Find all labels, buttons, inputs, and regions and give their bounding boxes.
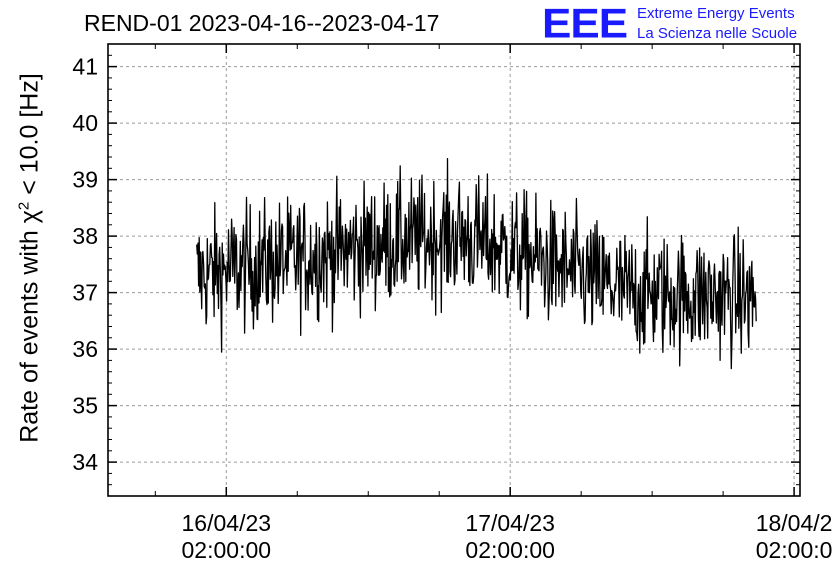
- y-axis-label: Rate of events with χ2 < 10.0 [Hz]: [15, 73, 44, 443]
- x-tick-date-2: 18/04/2: [756, 510, 833, 536]
- y-axis-label-chi: χ: [15, 210, 44, 224]
- rate-series-line: [196, 157, 757, 370]
- y-tick-label-38: 38: [72, 223, 98, 249]
- chart-title: REND-01 2023-04-16--2023-04-17: [84, 10, 440, 36]
- y-tick-label-34: 34: [72, 449, 98, 475]
- eee-logo: EEE: [542, 0, 628, 47]
- y-axis-label-pre: Rate of events with: [15, 223, 44, 443]
- y-tick-label-36: 36: [72, 336, 98, 362]
- y-tick-label-39: 39: [72, 167, 98, 193]
- x-tick-date-0: 16/04/23: [182, 510, 272, 536]
- x-tick-time-1: 02:00:00: [465, 537, 555, 563]
- y-tick-label-35: 35: [72, 393, 98, 419]
- axis-ticks: [108, 44, 800, 497]
- rate-series: [196, 157, 757, 370]
- y-tick-label-41: 41: [72, 54, 98, 80]
- y-axis-label-sup: 2: [15, 201, 33, 211]
- x-tick-time-0: 02:00:00: [182, 537, 272, 563]
- tick-labels: 343536373839404116/04/2302:00:0017/04/23…: [72, 54, 832, 563]
- logo-line-1: Extreme Energy Events: [637, 5, 795, 22]
- x-tick-time-2: 02:00:0: [756, 537, 833, 563]
- y-axis-label-post: < 10.0 [Hz]: [15, 73, 44, 202]
- x-tick-date-1: 17/04/23: [465, 510, 555, 536]
- y-tick-label-40: 40: [72, 110, 98, 136]
- y-tick-label-37: 37: [72, 280, 98, 306]
- logo-line-2: La Scienza nelle Scuole: [637, 25, 798, 42]
